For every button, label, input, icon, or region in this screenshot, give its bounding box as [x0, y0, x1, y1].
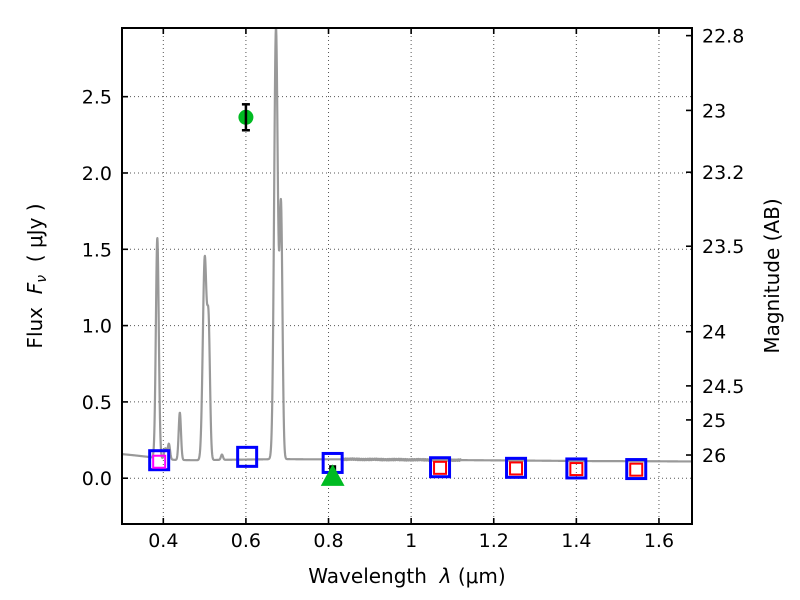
svg-text:Wavelength λ (μm): Wavelength λ (μm) [308, 564, 505, 588]
grid-lines [122, 28, 692, 524]
model-photometry-box[interactable] [433, 460, 448, 475]
axes-frame-rect [121, 27, 693, 525]
y2-tick-label: 23.5 [702, 236, 744, 258]
model-photometry-box[interactable] [152, 454, 167, 469]
filter-bandpass-box[interactable] [429, 456, 452, 479]
upper-limit-triangle[interactable] [320, 464, 345, 486]
y-axis-title-units: ( μJy ) [23, 203, 47, 262]
y-tick-label: 0.0 [82, 468, 112, 490]
y-axis-title-symbol: F [23, 282, 47, 294]
x-tick-label: 0.8 [313, 530, 343, 552]
x-tick-label: 1 [405, 530, 417, 552]
y2-tick-label: 25 [702, 410, 726, 432]
y2-axis-title: Magnitude (AB) [760, 198, 784, 353]
y-tick-label: 2.5 [82, 87, 112, 109]
y-axis-title: Flux Fν ( μJy ) [23, 203, 50, 348]
filter-bandpass-markers[interactable] [148, 445, 648, 481]
y2-tick-label: 24.5 [702, 376, 744, 398]
y-axis-title-subscript: ν [34, 275, 50, 283]
y2-tick-label: 23.2 [702, 162, 744, 184]
y-tick-label: 2.0 [82, 163, 112, 185]
observed-photometry-markers[interactable] [238, 103, 345, 486]
x-axis-title: Wavelength λ (μm) [308, 564, 505, 588]
filter-bandpass-box[interactable] [148, 449, 171, 472]
y-tick-label: 1.0 [82, 316, 112, 338]
model-spectrum-line [122, 28, 692, 463]
y2-tick-label: 26 [702, 445, 726, 467]
y2-axis-title-text: Magnitude (AB) [760, 198, 784, 353]
filter-bandpass-box[interactable] [236, 445, 259, 468]
model-photometry-markers[interactable] [152, 454, 644, 477]
svg-text:Flux Fν ( μJy ): Flux Fν ( μJy ) [23, 203, 50, 348]
filter-bandpass-box[interactable] [625, 458, 648, 481]
x-tick-label: 0.6 [231, 530, 261, 552]
x-tick-label: 1.4 [561, 530, 591, 552]
x-axis-title-wavelength: Wavelength [308, 564, 427, 588]
y2-tick-label: 24 [702, 322, 726, 344]
x-tick-label: 0.4 [148, 530, 178, 552]
y-tick-label: 0.5 [82, 392, 112, 414]
axes-frame [121, 27, 693, 525]
axis-tick-labels: 0.4 0.6 0.8 1 1.2 1.4 1.6 0.0 0.5 1.0 1.5 2.0 2.5 22.… [82, 26, 745, 552]
model-photometry-box[interactable] [509, 461, 524, 476]
model-photometry-box[interactable] [629, 462, 644, 477]
model-photometry-box[interactable] [569, 462, 584, 477]
filter-bandpass-box[interactable] [505, 456, 528, 479]
x-tick-label: 1.2 [479, 530, 509, 552]
spectrum-path [122, 28, 692, 463]
y2-tick-label: 23 [702, 100, 726, 122]
x-axis-title-units: (μm) [458, 564, 506, 588]
x-tick-label: 1.6 [644, 530, 674, 552]
y-axis-title-flux: Flux [23, 307, 47, 349]
axis-ticks [122, 28, 692, 524]
filter-bandpass-box[interactable] [565, 457, 588, 480]
y-tick-label: 1.5 [82, 239, 112, 261]
x-axis-title-symbol: λ [439, 564, 452, 588]
y2-tick-label: 22.8 [702, 26, 744, 48]
